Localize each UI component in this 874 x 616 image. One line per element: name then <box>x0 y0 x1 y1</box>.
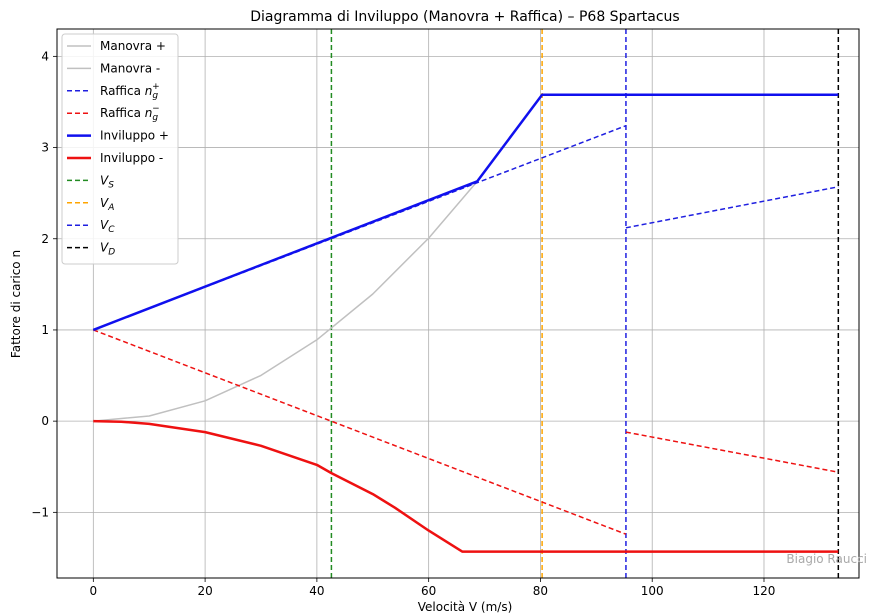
legend-label: Manovra - <box>100 61 160 75</box>
series-raffica-n-g-segment <box>93 124 627 331</box>
ticks: 0 20 40 60 80 100 120 −1 0 1 2 3 4 <box>31 49 775 598</box>
legend-label: Inviluppo - <box>100 151 163 165</box>
chart-title: Diagramma di Inviluppo (Manovra + Raffic… <box>250 9 679 25</box>
y-tick-label: 3 <box>41 141 49 155</box>
legend-label: VC <box>100 218 115 235</box>
y-tick-label: 0 <box>41 414 49 428</box>
legend-label: Inviluppo + <box>100 129 169 143</box>
x-tick-label: 20 <box>197 584 212 598</box>
y-axis-label: Fattore di carico n <box>9 250 23 358</box>
legend: Manovra + Manovra - Raffica ng+ Raffica ng−… <box>61 33 179 265</box>
legend-label: VA <box>100 196 114 213</box>
y-tick-label: −1 <box>31 505 49 519</box>
x-axis-label: Velocità V (m/s) <box>418 600 513 614</box>
x-tick-label: 60 <box>421 584 436 598</box>
series-manovra <box>93 180 478 422</box>
x-tick-label: 100 <box>641 584 664 598</box>
series-raffica-n-g-segment <box>625 186 839 229</box>
y-tick-label: 4 <box>41 49 49 63</box>
series-inviluppo <box>93 419 839 553</box>
x-tick-label: 0 <box>90 584 98 598</box>
plot-area <box>92 29 840 578</box>
legend-label: VD <box>100 241 115 258</box>
legend-label: Manovra + <box>100 39 166 53</box>
series-raffica-n-g-segment <box>93 329 627 535</box>
series-inviluppo <box>92 93 839 332</box>
x-tick-label: 40 <box>309 584 324 598</box>
x-tick-label: 80 <box>533 584 548 598</box>
plot-frame <box>56 28 860 579</box>
x-tick-label: 120 <box>753 584 776 598</box>
grid <box>57 29 859 578</box>
y-tick-label: 2 <box>41 232 49 246</box>
legend-label: Raffica ng− <box>100 104 160 123</box>
legend-label: Raffica ng+ <box>100 82 160 101</box>
y-tick-label: 1 <box>41 323 49 337</box>
watermark: Biagio Raucci <box>786 552 867 566</box>
legend-box <box>61 33 179 265</box>
legend-label: VS <box>100 173 114 190</box>
series-raffica-n-g-segment <box>625 431 839 473</box>
